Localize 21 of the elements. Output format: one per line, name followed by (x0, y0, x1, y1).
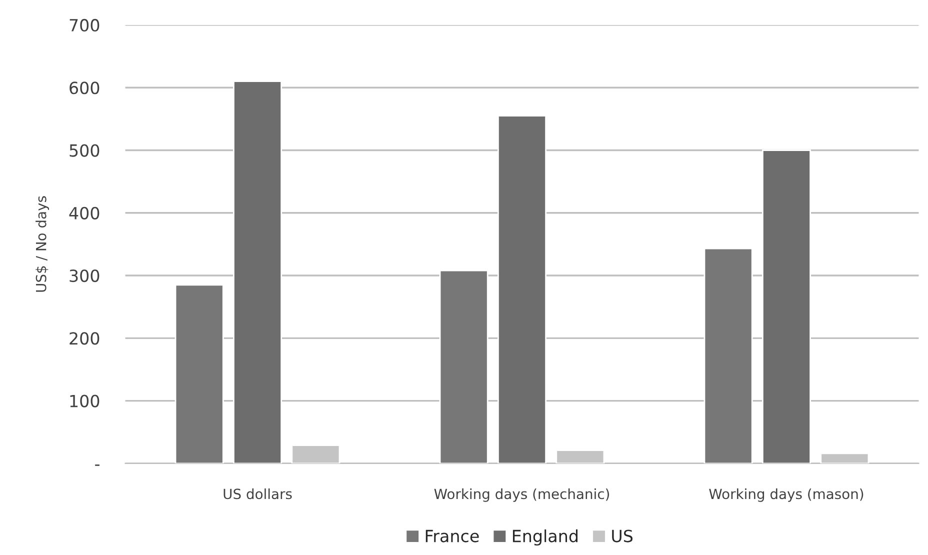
bar (704, 248, 753, 464)
y-tick-label: 700 (70, 18, 100, 32)
x-tick-label: Working days (mechanic) (434, 488, 610, 502)
y-tick-label: 200 (70, 332, 100, 345)
x-tick-label: Working days (mason) (709, 488, 864, 502)
x-tick-label: US dollars (224, 488, 292, 500)
y-tick-label: 100 (70, 394, 100, 408)
bar (498, 115, 546, 464)
y-axis-title: US$ / No days (36, 196, 50, 292)
legend-label: England (512, 529, 578, 546)
legend-label: US (612, 530, 633, 542)
y-tick-label: 500 (70, 144, 100, 157)
bar (174, 284, 224, 464)
legend-label: France (426, 530, 479, 542)
y-tick-label: 400 (69, 206, 100, 220)
bar (233, 80, 282, 464)
bar (762, 150, 811, 464)
y-tick-label: 600 (70, 82, 100, 94)
bar (439, 270, 488, 464)
y-tick-label: 300 (70, 269, 100, 282)
y-tick-label: - (95, 464, 100, 466)
